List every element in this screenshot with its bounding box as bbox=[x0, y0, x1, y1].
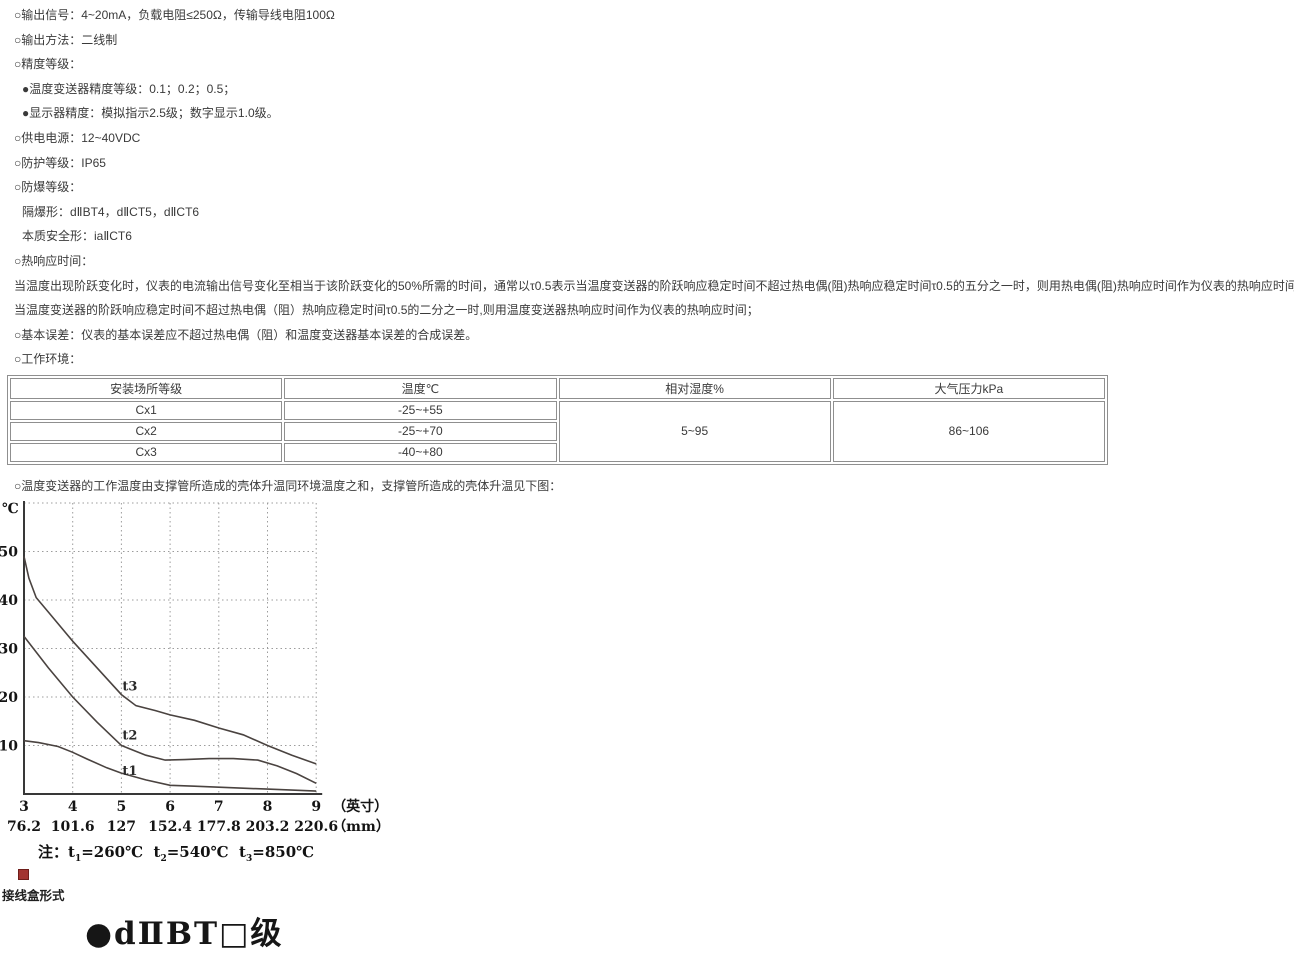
table-header-cell: 相对湿度% bbox=[558, 377, 831, 399]
work-environment-table: 安装场所等级 温度℃ 相对湿度% 大气压力kPa Cx1 -25~+55 5~95 86~10… bbox=[7, 374, 1108, 465]
x-tick-label-inch: 9 bbox=[311, 799, 321, 815]
table-row: Cx3 -40~+80 bbox=[10, 442, 1105, 462]
explosion-proof-grade-label: ●dⅡBT□级 bbox=[85, 915, 284, 952]
x-tick-label-inch: 4 bbox=[68, 799, 78, 815]
x-tick-label-inch: 5 bbox=[117, 799, 127, 815]
x-tick-label-mm: 177.8 bbox=[197, 819, 241, 835]
table-cell: Cx3 bbox=[10, 442, 283, 462]
table-header-row: 安装场所等级 温度℃ 相对湿度% 大气压力kPa bbox=[10, 377, 1105, 399]
x-tick-label-mm: 152.4 bbox=[148, 819, 192, 835]
spec-line: 当温度变送器的阶跃响应稳定时间不超过热电偶（阻）热响应稳定时间τ0.5的二分之一… bbox=[14, 303, 759, 318]
x-tick-label-mm: 220.6 bbox=[294, 819, 338, 835]
table-row: Cx2 -25~+70 bbox=[10, 421, 1105, 441]
x-tick-label-mm: 127 bbox=[107, 819, 136, 835]
spec-line: 当温度出现阶跃变化时，仪表的电流输出信号变化至相当于该阶跃变化的50%所需的时间… bbox=[14, 278, 1294, 293]
y-axis-unit: ℃ bbox=[2, 501, 19, 517]
spec-line: 本质安全形：iaⅡCT6 bbox=[22, 229, 132, 244]
x-tick-label-inch: 7 bbox=[214, 799, 224, 815]
note-part: 3 bbox=[245, 853, 253, 864]
pressure-cell: 86~106 bbox=[832, 400, 1105, 462]
shell-temperature-rise-chart: 10 20 30 40 50 ℃ 3 4 5 6 7 8 9 （英寸） 76.2 101.6 127 152.4 1… bbox=[0, 500, 390, 835]
chart-intro-text: ○温度变送器的工作温度由支撑管所造成的壳体升温同环境温度之和，支撑管所造成的壳体… bbox=[14, 478, 562, 493]
table-cell: Cx1 bbox=[10, 400, 283, 420]
note-part: 注： bbox=[38, 842, 69, 861]
curve-label-t2: t2 bbox=[122, 728, 137, 743]
table-cell: -40~+80 bbox=[284, 442, 557, 462]
spec-line: ○防护等级：IP65 bbox=[14, 155, 106, 170]
curve-t2 bbox=[23, 635, 317, 784]
x-axis-unit-mm: （mm） bbox=[332, 819, 390, 835]
curve-t1 bbox=[23, 739, 317, 792]
spec-line: ●显示器精度：模拟指示2.5级；数字显示1.0级。 bbox=[22, 106, 279, 121]
table-header-cell: 大气压力kPa bbox=[832, 377, 1105, 399]
spec-line: ○精度等级： bbox=[14, 57, 82, 72]
note-part: 1 bbox=[74, 853, 82, 864]
spec-line: ○防爆等级： bbox=[14, 180, 82, 195]
junction-box-heading: 接线盒形式 bbox=[2, 888, 65, 903]
x-tick-label-inch: 3 bbox=[19, 799, 29, 815]
y-tick-label: 10 bbox=[0, 738, 18, 754]
humidity-cell: 5~95 bbox=[558, 400, 831, 462]
note-part: t bbox=[68, 842, 75, 861]
spec-line: ○基本误差：仪表的基本误差应不超过热电偶（阻）和温度变送器基本误差的合成误差。 bbox=[14, 327, 478, 342]
curve-t3 bbox=[23, 555, 317, 765]
spec-line: ○工作环境： bbox=[14, 352, 82, 367]
table-header-cell: 温度℃ bbox=[284, 377, 557, 399]
chart-note: 注：t1=260℃ t2=540℃ t3=850℃ bbox=[38, 841, 1294, 864]
x-tick-label-inch: 6 bbox=[165, 799, 175, 815]
y-tick-label: 20 bbox=[0, 690, 18, 706]
spec-list: ○输出信号：4~20mA，负载电阻≤250Ω，传输导线电阻100Ω ○输出方法：二… bbox=[0, 3, 1294, 372]
table-row: Cx1 -25~+55 5~95 86~106 bbox=[10, 400, 1105, 462]
spec-line: ○供电电源：12~40VDC bbox=[14, 130, 141, 145]
spec-line: ●温度变送器精度等级：0.1；0.2；0.5； bbox=[22, 81, 236, 96]
table-cell: -25~+55 bbox=[284, 400, 557, 420]
spec-line: 隔爆形：dⅡBT4，dⅡCT5，dⅡCT6 bbox=[22, 204, 200, 219]
table-header-cell: 安装场所等级 bbox=[10, 377, 283, 399]
table-cell: -25~+70 bbox=[284, 421, 557, 441]
note-part: t bbox=[153, 842, 161, 861]
spec-line: ○输出信号：4~20mA，负载电阻≤250Ω，传输导线电阻100Ω bbox=[14, 8, 335, 22]
spec-line: ○热响应时间： bbox=[14, 253, 94, 268]
table-cell: Cx2 bbox=[10, 421, 283, 441]
x-tick-label-mm: 203.2 bbox=[246, 819, 290, 835]
x-tick-label-mm: 76.2 bbox=[7, 819, 41, 835]
note-part: t bbox=[239, 842, 246, 861]
y-tick-label: 40 bbox=[0, 593, 18, 609]
note-part: 2 bbox=[160, 853, 167, 864]
note-part: =540℃ bbox=[166, 842, 240, 861]
x-axis-unit-inch: （英寸） bbox=[332, 798, 388, 815]
x-tick-label-inch: 8 bbox=[263, 799, 273, 815]
curve-label-t1: t1 bbox=[122, 764, 137, 779]
x-tick-label-mm: 101.6 bbox=[51, 819, 95, 835]
spec-line: ○输出方法：二线制 bbox=[14, 32, 118, 47]
note-part: =850℃ bbox=[252, 842, 315, 861]
y-tick-label: 50 bbox=[0, 544, 18, 560]
note-part: =260℃ bbox=[81, 842, 154, 861]
red-marker-icon bbox=[18, 868, 29, 880]
y-tick-label: 30 bbox=[0, 641, 18, 657]
curve-label-t3: t3 bbox=[122, 679, 137, 694]
